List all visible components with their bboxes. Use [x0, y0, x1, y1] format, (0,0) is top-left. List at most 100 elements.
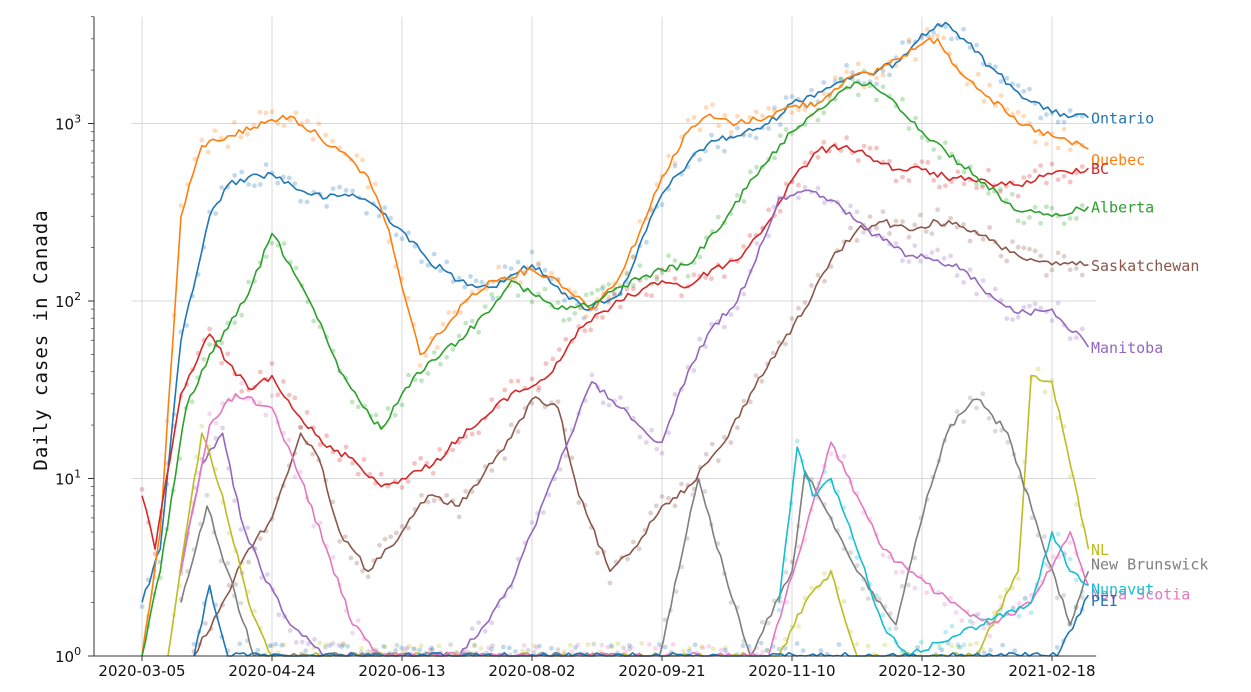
scatter-point: [855, 61, 861, 67]
scatter-point: [759, 378, 765, 384]
y-tick-label: 103: [55, 113, 81, 134]
scatter-point: [429, 645, 434, 651]
scatter-point: [906, 234, 912, 240]
scatter-point: [943, 629, 949, 635]
scatter-point: [246, 559, 252, 565]
scatter-point: [1004, 258, 1010, 264]
scatter-point: [1067, 108, 1073, 113]
scatter-point: [607, 580, 613, 586]
scatter-point: [365, 574, 371, 580]
scatter-point: [1021, 220, 1027, 226]
scatter-point: [419, 378, 424, 384]
scatter-point: [670, 642, 676, 647]
scatter-point: [1055, 177, 1061, 183]
scatter-point: [867, 214, 873, 220]
scatter-point: [981, 625, 987, 631]
scatter-point: [900, 569, 905, 575]
series-label: NL: [1091, 541, 1109, 559]
scatter-point: [388, 534, 394, 540]
scatter-point: [316, 121, 322, 126]
scatter-point: [1041, 534, 1047, 539]
scatter-point: [257, 400, 263, 405]
scatter-point: [286, 392, 292, 398]
scatter-point: [844, 135, 849, 141]
scatter-point: [1051, 554, 1056, 560]
scatter-point: [205, 149, 211, 155]
scatter-point: [961, 26, 966, 32]
scatter-point: [822, 200, 827, 206]
scatter-point: [342, 534, 348, 539]
scatter-point: [796, 624, 801, 629]
scatter-point: [337, 539, 342, 544]
scatter-point: [653, 646, 658, 651]
scatter-point: [286, 437, 292, 443]
scatter-point: [199, 423, 205, 429]
scatter-point: [361, 457, 367, 462]
scatter-point: [760, 113, 765, 119]
scatter-point: [355, 404, 361, 410]
scatter-point: [612, 291, 617, 297]
scatter-point: [364, 210, 369, 216]
scatter-point: [431, 251, 437, 257]
scatter-point: [557, 467, 563, 472]
scatter-point: [776, 340, 782, 345]
scatter-point: [549, 276, 554, 282]
scatter-point: [800, 648, 806, 654]
scatter-point: [237, 641, 243, 647]
scatter-point: [702, 489, 708, 494]
scatter-point: [666, 253, 671, 259]
scatter-point: [1005, 439, 1011, 445]
scatter-point: [1021, 305, 1027, 310]
scatter-point: [631, 283, 636, 288]
scatter-point: [293, 265, 299, 271]
scatter-point: [992, 428, 998, 434]
scatter-point: [887, 72, 892, 78]
scatter-point: [482, 304, 488, 309]
scatter-point: [722, 434, 727, 440]
scatter-point: [399, 524, 405, 529]
scatter-point: [703, 105, 709, 110]
scatter-point: [649, 427, 654, 433]
scatter-point: [417, 363, 423, 368]
scatter-point: [919, 159, 925, 165]
series-label: Nova Scotia: [1091, 585, 1190, 603]
scatter-point: [1004, 75, 1010, 81]
scatter-point: [686, 648, 692, 654]
scatter-point: [388, 215, 393, 221]
scatter-point: [929, 231, 935, 237]
scatter-point: [1073, 216, 1079, 221]
scatter-point: [1067, 216, 1073, 221]
scatter-point: [666, 495, 671, 501]
scatter-point: [251, 122, 257, 128]
y-axis-ticks: 100 101 102 103: [55, 16, 95, 666]
scatter-point: [192, 156, 198, 162]
scatter-point: [809, 150, 814, 156]
scatter-point: [659, 494, 665, 499]
scatter-point: [1011, 605, 1016, 610]
scatter-point: [425, 371, 431, 376]
scatter-point: [836, 642, 842, 647]
scatter-point: [489, 292, 495, 297]
scatter-point: [1010, 317, 1015, 322]
scatter-point: [561, 649, 567, 654]
scatter-point: [448, 642, 453, 647]
x-tick-label: 2020-06-13: [358, 662, 445, 680]
scatter-point: [573, 645, 578, 650]
scatter-point: [964, 81, 970, 87]
scatter-point: [350, 630, 355, 636]
scatter-point: [317, 442, 323, 447]
scatter-point: [627, 646, 632, 652]
scatter-point: [1027, 303, 1032, 309]
scatter-point: [562, 298, 567, 303]
scatter-point: [631, 539, 636, 545]
scatter-point: [887, 554, 892, 560]
scatter-point: [529, 520, 535, 525]
scatter-point: [900, 40, 905, 45]
scatter-point: [327, 643, 333, 648]
scatter-point: [899, 584, 905, 589]
scatter-point: [1079, 113, 1085, 119]
scatter-point: [931, 147, 937, 153]
x-tick-label: 2020-12-30: [878, 662, 965, 680]
scatter-point: [219, 340, 225, 346]
scatter-point: [372, 181, 378, 187]
